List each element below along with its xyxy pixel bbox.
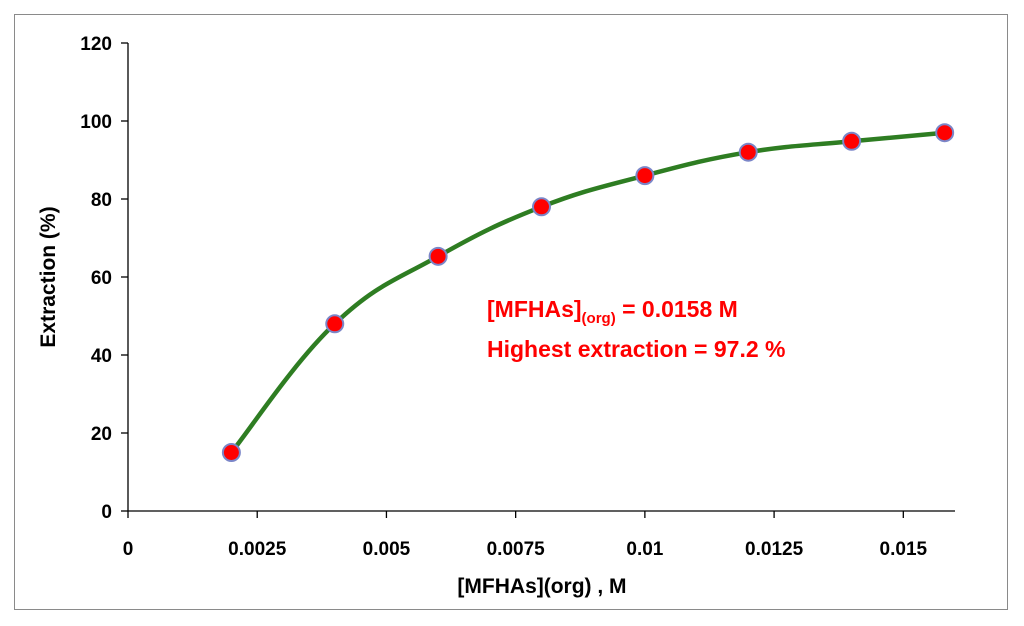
x-tick-label: 0 xyxy=(123,539,134,560)
data-series xyxy=(229,130,947,455)
data-point xyxy=(935,123,955,143)
x-tick-label: 0.01 xyxy=(626,539,663,560)
x-axis-title: [MFHAs](org) , M xyxy=(457,575,626,598)
x-tick-label: 0.0125 xyxy=(745,539,804,560)
series-line xyxy=(229,130,947,455)
axes xyxy=(121,42,955,518)
x-tick-label: 0.0025 xyxy=(228,539,287,560)
y-tick-label: 20 xyxy=(91,424,112,445)
data-point xyxy=(738,142,758,162)
x-tick-label: 0.015 xyxy=(880,539,928,560)
y-tick-label: 100 xyxy=(80,112,112,133)
y-axis-title: Extraction (%) xyxy=(37,206,60,347)
highest-extraction-annotation: Highest extraction = 97.2 % xyxy=(487,336,785,362)
data-point xyxy=(325,314,345,334)
y-tick-label: 40 xyxy=(91,346,112,367)
data-point xyxy=(842,131,862,151)
y-tick-label: 0 xyxy=(101,502,112,523)
tick-labels: 0 20 40 60 80 100 120 0 0.0025 0.005 0.0075 0.01 0.0… xyxy=(80,34,927,560)
data-markers xyxy=(221,123,955,462)
concentration-annotation-value: = 0.0158 M xyxy=(616,296,738,322)
y-tick-label: 80 xyxy=(91,190,112,211)
y-tick-label: 60 xyxy=(91,268,112,289)
data-point xyxy=(428,246,448,266)
x-tick-label: 0.005 xyxy=(363,539,411,560)
x-tick-label: 0.0075 xyxy=(487,539,546,560)
data-point xyxy=(221,443,241,462)
data-point xyxy=(635,166,655,186)
concentration-annotation-subscript: (org) xyxy=(582,310,616,327)
data-point xyxy=(532,197,551,217)
concentration-annotation: [MFHAs](org) = 0.0158 M xyxy=(487,296,738,327)
concentration-annotation-main: [MFHAs] xyxy=(487,296,582,322)
y-tick-label: 120 xyxy=(80,34,112,55)
